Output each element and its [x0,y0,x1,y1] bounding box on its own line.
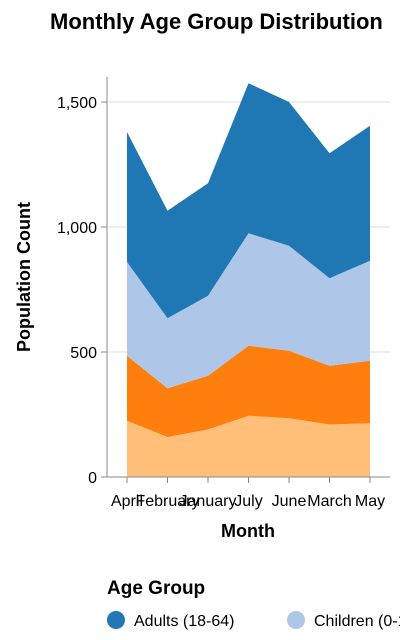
y-tick-label: 500 [70,345,97,362]
y-tick-label: 1,000 [57,220,97,237]
y-tick-label: 1,500 [57,95,97,112]
legend-label-adults-18-64: Adults (18-64) [134,613,235,630]
legend-symbol-adults-18-64 [107,611,125,629]
x-tick-label: May [355,493,385,510]
x-tick-label: July [234,493,262,510]
area-children-0-12 [127,233,370,389]
legend-title: Age Group [107,578,205,599]
y-tick-label: 0 [88,470,97,487]
x-tick-label: April [111,493,143,510]
legend-symbol-children-0-12 [287,611,305,629]
x-tick-label: June [272,493,307,510]
area-teens-13-17 [127,345,370,437]
area-layer [127,83,370,477]
chart-title: Monthly Age Group Distribution [50,9,383,34]
area-seniors-65 [127,415,370,477]
legend: Adults (18-64) Children (0-12) [107,611,400,630]
x-tick-label: February [135,493,199,510]
area-adults-18-64 [127,83,370,319]
x-axis-title: Month [221,521,275,541]
y-axis-title: Population Count [14,202,34,352]
x-tick-label: March [307,493,351,510]
legend-label-children-0-12: Children (0-12) [314,613,400,630]
x-tick-label: January [180,493,237,510]
